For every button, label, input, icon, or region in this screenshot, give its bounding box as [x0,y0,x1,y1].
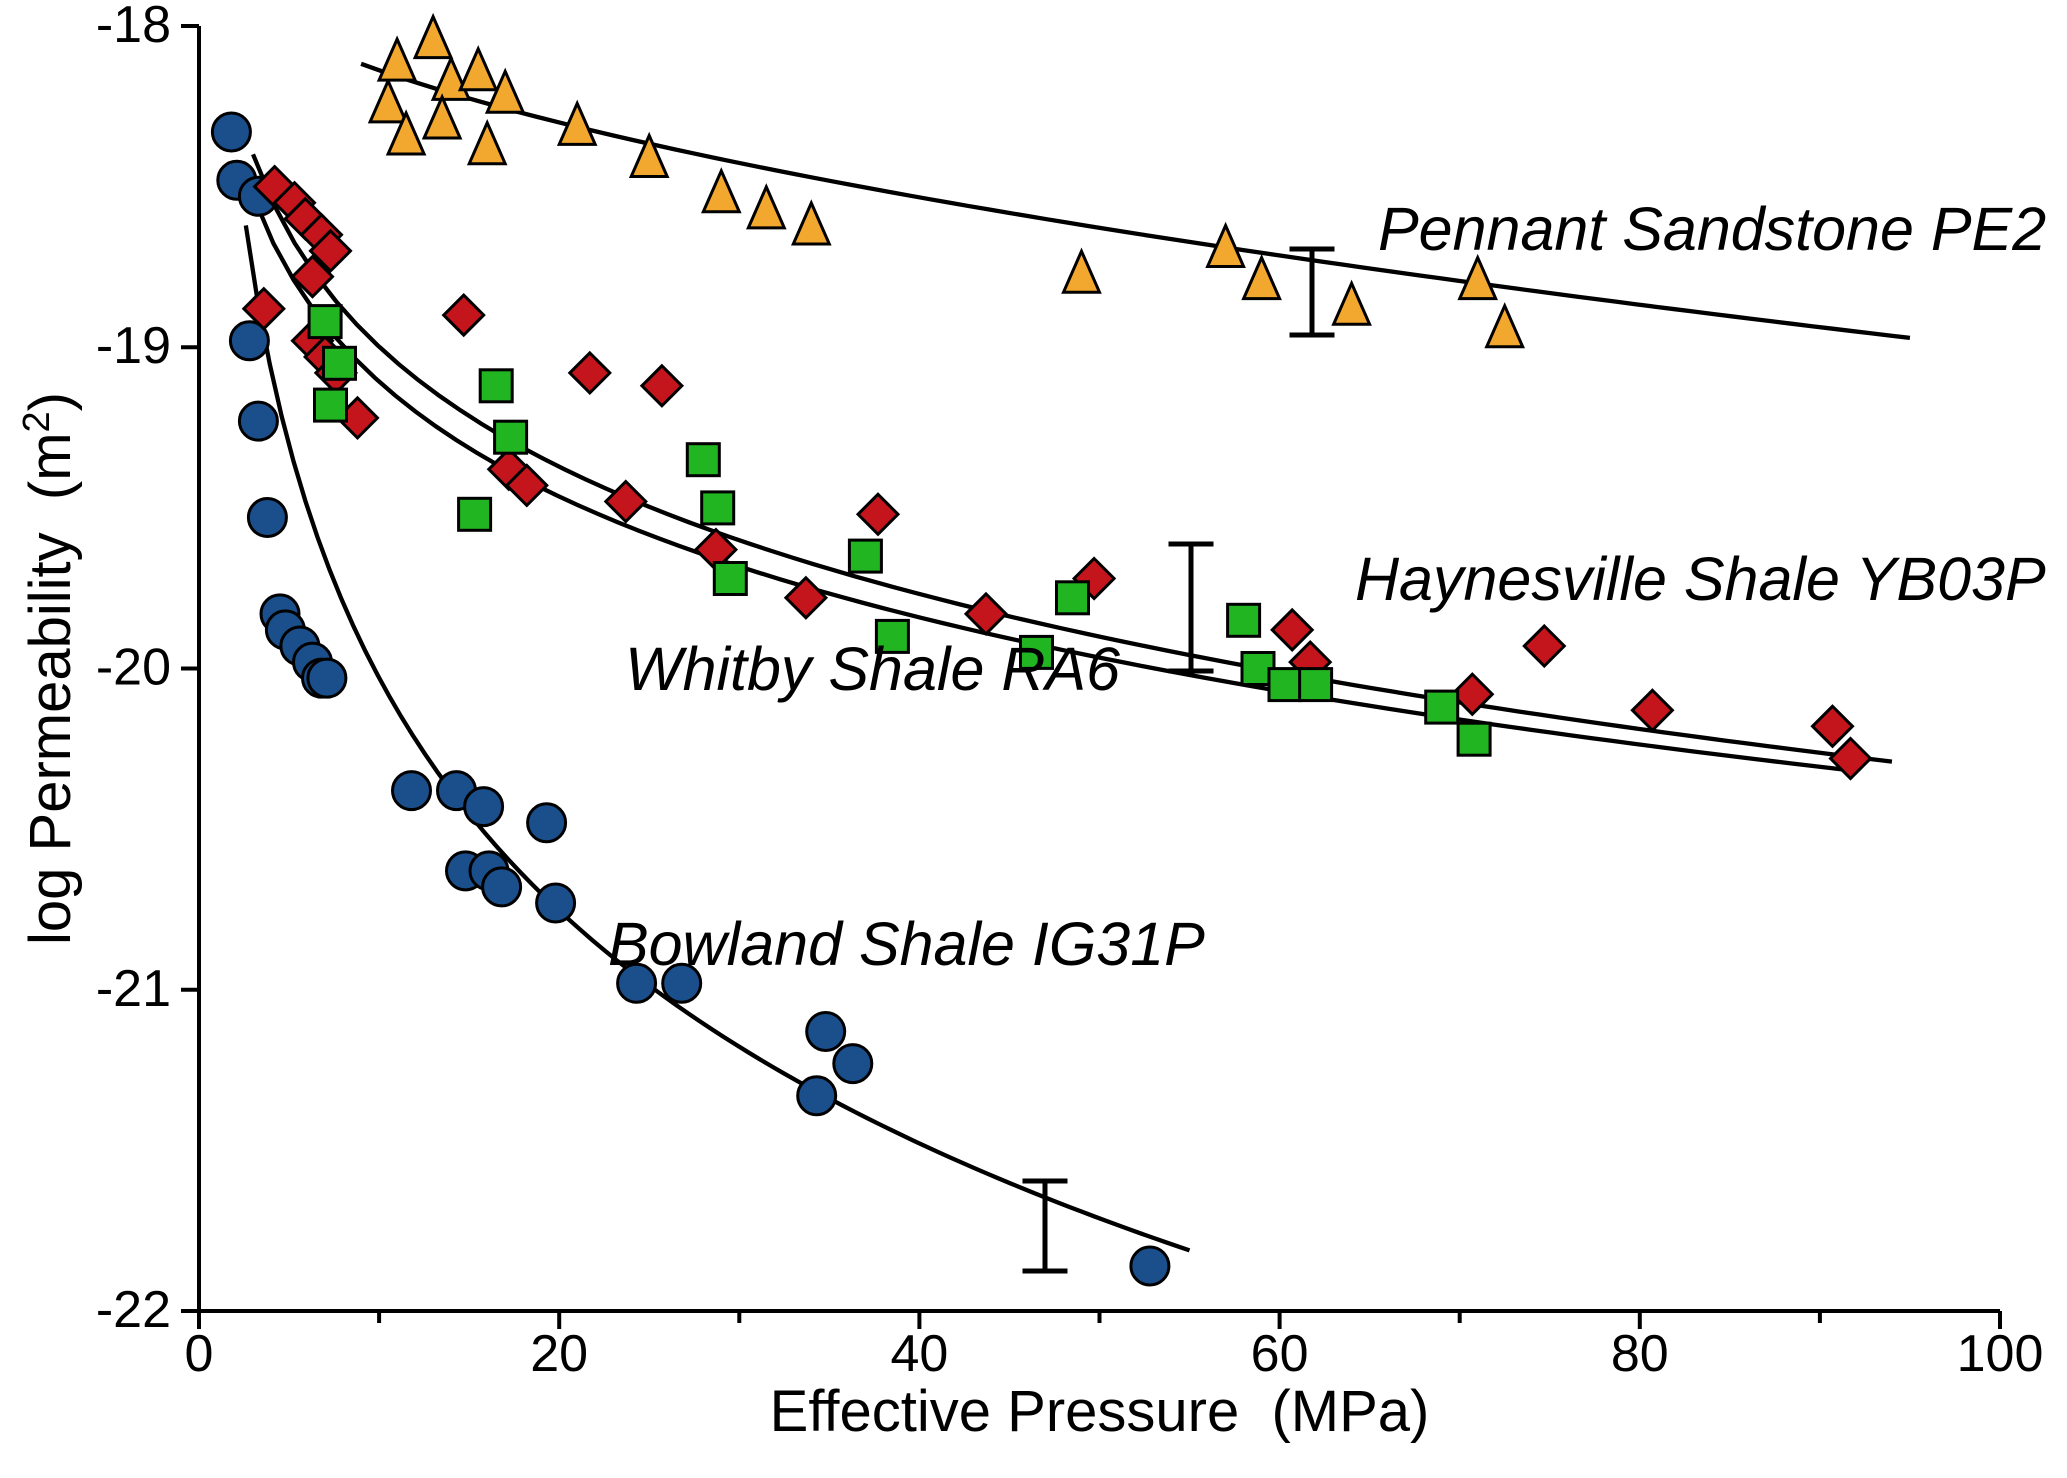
svg-text:20: 20 [530,1325,588,1383]
svg-text:-22: -22 [96,1281,171,1339]
svg-text:60: 60 [1251,1325,1309,1383]
svg-text:log Permeability (m2): log Permeability (m2) [16,392,83,945]
svg-text:Whitby Shale RA6: Whitby Shale RA6 [625,635,1120,703]
svg-text:0: 0 [185,1325,214,1383]
svg-text:Haynesville Shale YB03P: Haynesville Shale YB03P [1355,545,2046,613]
svg-text:100: 100 [1957,1325,2044,1383]
svg-text:Bowland Shale IG31P: Bowland Shale IG31P [608,910,1205,978]
svg-text:-21: -21 [96,960,171,1018]
svg-text:-19: -19 [96,317,171,375]
svg-text:Pennant Sandstone PE2: Pennant Sandstone PE2 [1378,195,2046,263]
svg-text:40: 40 [890,1325,948,1383]
svg-text:80: 80 [1611,1325,1669,1383]
svg-text:-18: -18 [96,0,171,54]
svg-text:Effective Pressure (MPa): Effective Pressure (MPa) [770,1379,1430,1444]
svg-text:-20: -20 [96,639,171,697]
